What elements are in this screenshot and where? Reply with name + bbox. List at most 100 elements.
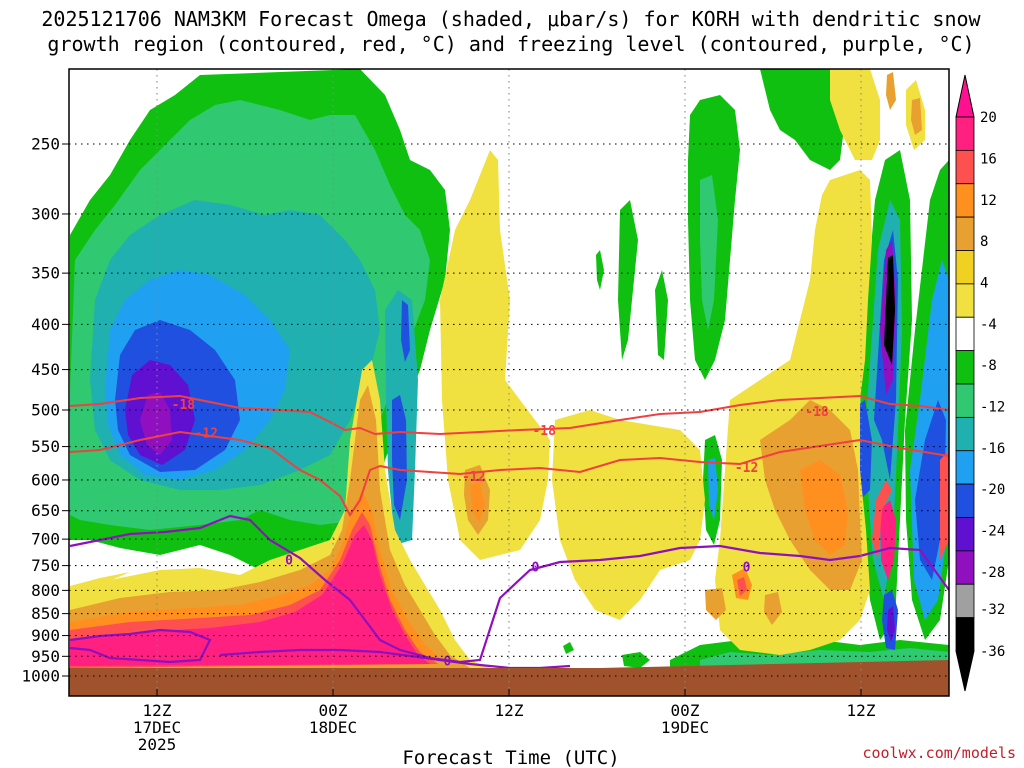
colorbar-swatch bbox=[955, 216, 975, 251]
colorbar-label: -32 bbox=[980, 602, 1005, 618]
colorbar-swatch bbox=[955, 383, 975, 418]
y-tick-label: 700 bbox=[31, 530, 60, 549]
omega-mid-orange-2 bbox=[470, 482, 485, 522]
colorbar-top-arrow bbox=[955, 74, 975, 118]
colorbar-swatch bbox=[955, 250, 975, 285]
omega-right-gold-spot2 bbox=[764, 592, 782, 625]
omega-right-column-magenta bbox=[880, 500, 896, 580]
x-tick-label: 17DEC bbox=[133, 718, 181, 737]
colorbar-swatch bbox=[955, 316, 975, 352]
chart-title-line2: growth region (contoured, red, °C) and f… bbox=[47, 32, 974, 56]
colorbar-swatch bbox=[955, 483, 975, 518]
colorbar: 20 16 12 8 4 -4 -8 -12 -16 -20 -24 -28 -32 -36 bbox=[955, 74, 1005, 692]
omega-column-18dec-core bbox=[392, 395, 407, 520]
omega-mid-yellow-4 bbox=[830, 69, 880, 160]
omega-patch-green-1 bbox=[618, 200, 638, 360]
contour-label: -18 bbox=[532, 424, 556, 439]
chart-title-line1: 2025121706 NAM3KM Forecast Omega (shaded… bbox=[41, 7, 981, 31]
colorbar-label: -28 bbox=[980, 565, 1005, 581]
contour-label: -12 bbox=[735, 461, 758, 476]
colorbar-swatch bbox=[955, 416, 975, 452]
contour-label: 0 bbox=[443, 654, 451, 669]
omega-right-red-spot bbox=[737, 577, 747, 596]
x-tick-label: 12Z bbox=[847, 701, 876, 720]
colorbar-swatch bbox=[955, 283, 975, 318]
colorbar-swatch bbox=[955, 149, 975, 185]
y-tick-label: 500 bbox=[31, 401, 60, 420]
colorbar-label: 20 bbox=[980, 110, 997, 126]
contour-label: 0 bbox=[743, 561, 751, 576]
plot-area: -18 -12 -18 -12 -12 -18 0 0 0 0 bbox=[69, 69, 949, 696]
dgz-minus18-contour bbox=[69, 394, 949, 436]
omega-positive-shading bbox=[70, 69, 949, 675]
omega-patch-green-7 bbox=[622, 652, 650, 668]
colorbar-label: -24 bbox=[980, 524, 1005, 540]
colorbar-swatch bbox=[955, 350, 975, 385]
colorbar-swatch bbox=[955, 116, 975, 151]
credit-text: coolwx.com/models bbox=[862, 744, 1016, 762]
omega-mid-orange-1 bbox=[800, 460, 848, 555]
omega-right-gold-spot bbox=[705, 588, 726, 620]
colorbar-swatch bbox=[955, 583, 975, 619]
contour-label: 0 bbox=[531, 561, 539, 576]
colorbar-label: 8 bbox=[980, 234, 988, 250]
omega-patch-blue-6 bbox=[708, 458, 718, 520]
x-tick-label: 12Z bbox=[143, 701, 172, 720]
y-tick-label: 600 bbox=[31, 470, 60, 489]
contour-label: -18 bbox=[805, 405, 829, 420]
dgz-minus12-contour bbox=[69, 430, 949, 517]
omega-column-18dec-top bbox=[401, 300, 410, 362]
omega-right-column2-dblue bbox=[915, 400, 946, 580]
y-tick-label: 400 bbox=[31, 315, 60, 334]
omega-mid-yellow-1 bbox=[440, 150, 550, 560]
y-tick-label: 900 bbox=[31, 626, 60, 645]
omega-low-band-magenta bbox=[70, 525, 430, 666]
contour-label: -12 bbox=[462, 470, 485, 485]
contour-labels: -18 -12 -18 -12 -12 -18 0 0 0 0 bbox=[172, 398, 829, 670]
colorbar-label: -20 bbox=[980, 482, 1005, 498]
omega-patch-green-2 bbox=[655, 270, 668, 360]
y-tick-label: 800 bbox=[31, 581, 60, 600]
x-tick-label: 18DEC bbox=[309, 718, 357, 737]
dgz-contours bbox=[69, 394, 949, 517]
omega-right-top-gold bbox=[886, 72, 896, 110]
y-tick-label: 550 bbox=[31, 437, 60, 456]
y-tick-label: 950 bbox=[31, 647, 60, 666]
omega-right-top-gold2 bbox=[911, 98, 922, 135]
colorbar-label: 12 bbox=[980, 193, 997, 209]
omega-mid-yellow-2 bbox=[552, 410, 705, 620]
y-tick-label: 300 bbox=[31, 204, 60, 223]
freezing-lower-loop bbox=[69, 628, 212, 664]
colorbar-label: 16 bbox=[980, 152, 997, 168]
x-axis-title: Forecast Time (UTC) bbox=[402, 747, 619, 768]
omega-right-column-red bbox=[872, 480, 892, 560]
omega-right-column-black bbox=[884, 255, 895, 365]
gridlines bbox=[69, 69, 949, 696]
x-tick-label: 19DEC bbox=[661, 718, 709, 737]
y-tick-label: 650 bbox=[31, 501, 60, 520]
omega-patch-teal-4 bbox=[700, 175, 718, 330]
x-tick-label: 12Z bbox=[495, 701, 524, 720]
contour-label: 0 bbox=[285, 553, 293, 568]
colorbar-label: -4 bbox=[980, 317, 997, 333]
x-tick-label: 00Z bbox=[671, 701, 700, 720]
contour-label: -12 bbox=[195, 426, 218, 441]
colorbar-swatch bbox=[955, 517, 975, 552]
y-tick-label: 750 bbox=[31, 556, 60, 575]
colorbar-swatch bbox=[955, 183, 975, 218]
y-tick-label: 350 bbox=[31, 264, 60, 283]
colorbar-label: -12 bbox=[980, 400, 1005, 416]
contour-label: -18 bbox=[172, 398, 196, 413]
colorbar-label: -36 bbox=[980, 644, 1005, 660]
colorbar-swatch bbox=[955, 450, 975, 485]
omega-patch-green-5 bbox=[760, 69, 845, 170]
omega-right-edge-red bbox=[940, 450, 949, 560]
colorbar-swatch bbox=[955, 550, 975, 585]
x-tick-label: 00Z bbox=[319, 701, 348, 720]
y-axis: 250 300 350 400 450 500 550 600 650 700 750 800 850 9… bbox=[21, 135, 69, 686]
y-tick-label: 250 bbox=[31, 135, 60, 154]
omega-patch-green-8 bbox=[563, 642, 574, 654]
y-tick-label: 450 bbox=[31, 360, 60, 379]
